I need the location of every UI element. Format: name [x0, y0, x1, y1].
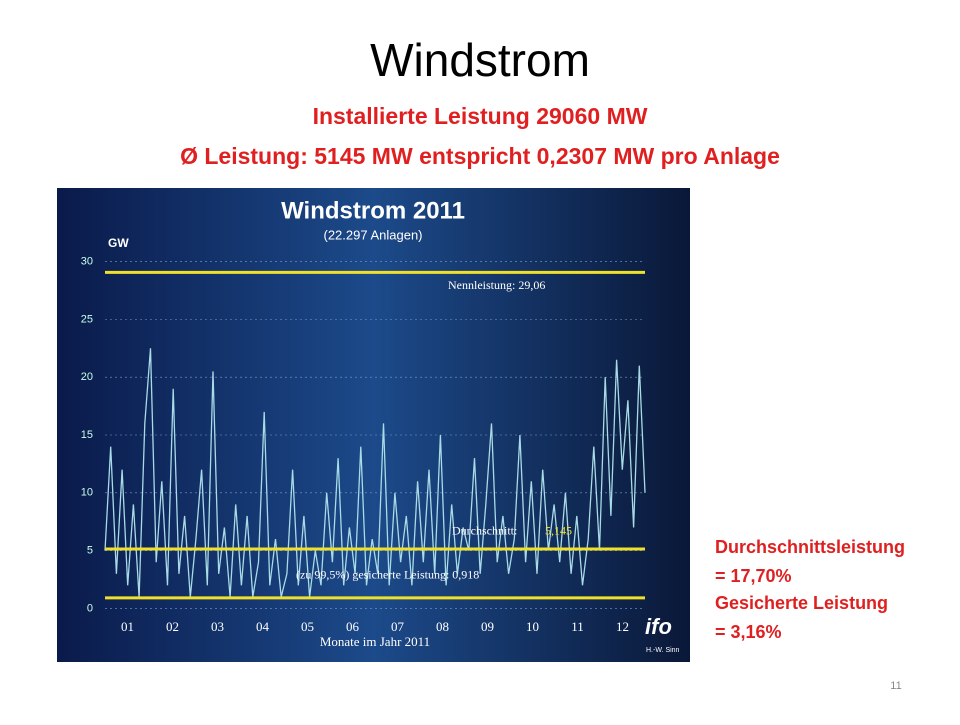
chart-subtitle: (22.297 Anlagen) — [323, 227, 422, 242]
y-tick-label: 10 — [81, 487, 93, 499]
note: Durchschnittsleistung — [715, 537, 905, 557]
note: = 17,70% — [715, 566, 792, 586]
reference-label: (zu 99,5%) gesicherte Leistung: 0,918 — [296, 568, 479, 582]
x-tick-label: 02 — [166, 619, 179, 634]
x-tick-label: 10 — [526, 619, 539, 634]
y-axis-label: GW — [108, 236, 129, 250]
x-tick-label: 06 — [346, 619, 360, 634]
x-tick-label: 08 — [436, 619, 449, 634]
slide-title: Windstrom — [370, 34, 590, 86]
chart-title: Windstrom 2011 — [281, 197, 465, 224]
reference-label: Durchschnitt: — [452, 524, 517, 538]
reference-value: 5,145 — [545, 524, 572, 538]
x-tick-label: 01 — [121, 619, 134, 634]
x-tick-label: 07 — [391, 619, 405, 634]
x-axis-label: Monate im Jahr 2011 — [320, 634, 430, 649]
chart-background — [57, 188, 690, 662]
x-tick-label: 11 — [571, 619, 584, 634]
note: = 3,16% — [715, 622, 782, 642]
x-tick-label: 09 — [481, 619, 494, 634]
subtitle: Installierte Leistung 29060 MW — [313, 103, 648, 129]
note: Gesicherte Leistung — [715, 593, 888, 613]
y-tick-label: 20 — [81, 371, 93, 383]
y-tick-label: 0 — [87, 602, 93, 614]
reference-label: Nennleistung: 29,06 — [448, 278, 545, 292]
x-tick-label: 03 — [211, 619, 224, 634]
subtitle: Ø Leistung: 5145 MW entspricht 0,2307 MW… — [180, 143, 780, 169]
credit: H.-W. Sinn — [646, 647, 680, 654]
x-tick-label: 12 — [616, 619, 629, 634]
y-tick-label: 25 — [81, 313, 93, 325]
x-tick-label: 05 — [301, 619, 314, 634]
logo: ifo — [645, 614, 672, 639]
x-tick-label: 04 — [256, 619, 270, 634]
y-tick-label: 5 — [87, 545, 93, 557]
y-tick-label: 30 — [81, 255, 93, 267]
page-number: 11 — [890, 680, 901, 692]
y-tick-label: 15 — [81, 429, 93, 441]
